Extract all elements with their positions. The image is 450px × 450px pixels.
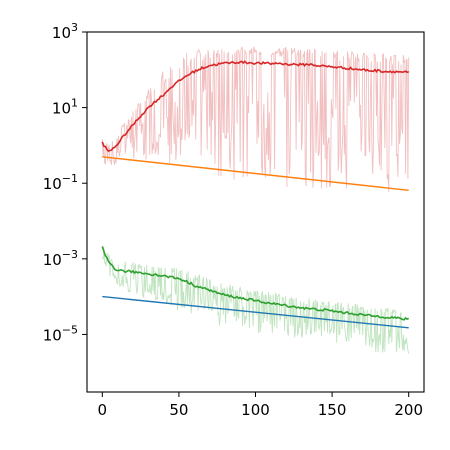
x-axis-ticks: 0 50 100 150 200 <box>98 392 423 419</box>
series-3-line <box>102 295 409 329</box>
series-1 <box>102 156 409 191</box>
y-tick-label-2: 10−1 <box>43 172 78 193</box>
x-tick-label-4: 200 <box>394 401 423 419</box>
y-tick-label-1: 101 <box>52 97 78 118</box>
y-tick-label-0: 103 <box>52 21 78 42</box>
series-0 <box>101 46 410 193</box>
series-2-line <box>101 246 410 321</box>
x-tick-label-2: 100 <box>241 401 270 419</box>
x-tick-label-1: 50 <box>169 401 188 419</box>
axes-frame <box>86 31 425 393</box>
y-tick-label-3: 10−3 <box>43 248 78 269</box>
y-tick-label-4: 10−5 <box>43 323 78 344</box>
series-0-band <box>101 46 410 193</box>
x-tick-label-0: 0 <box>98 401 108 419</box>
series-1-line <box>102 156 409 191</box>
series-0-line <box>101 60 410 153</box>
series-2 <box>101 246 410 354</box>
y-axis-ticks: 103 101 10−1 10−3 10−5 <box>43 21 87 344</box>
x-tick-label-3: 150 <box>318 401 347 419</box>
series-layer <box>101 46 410 354</box>
series-3 <box>102 295 409 329</box>
